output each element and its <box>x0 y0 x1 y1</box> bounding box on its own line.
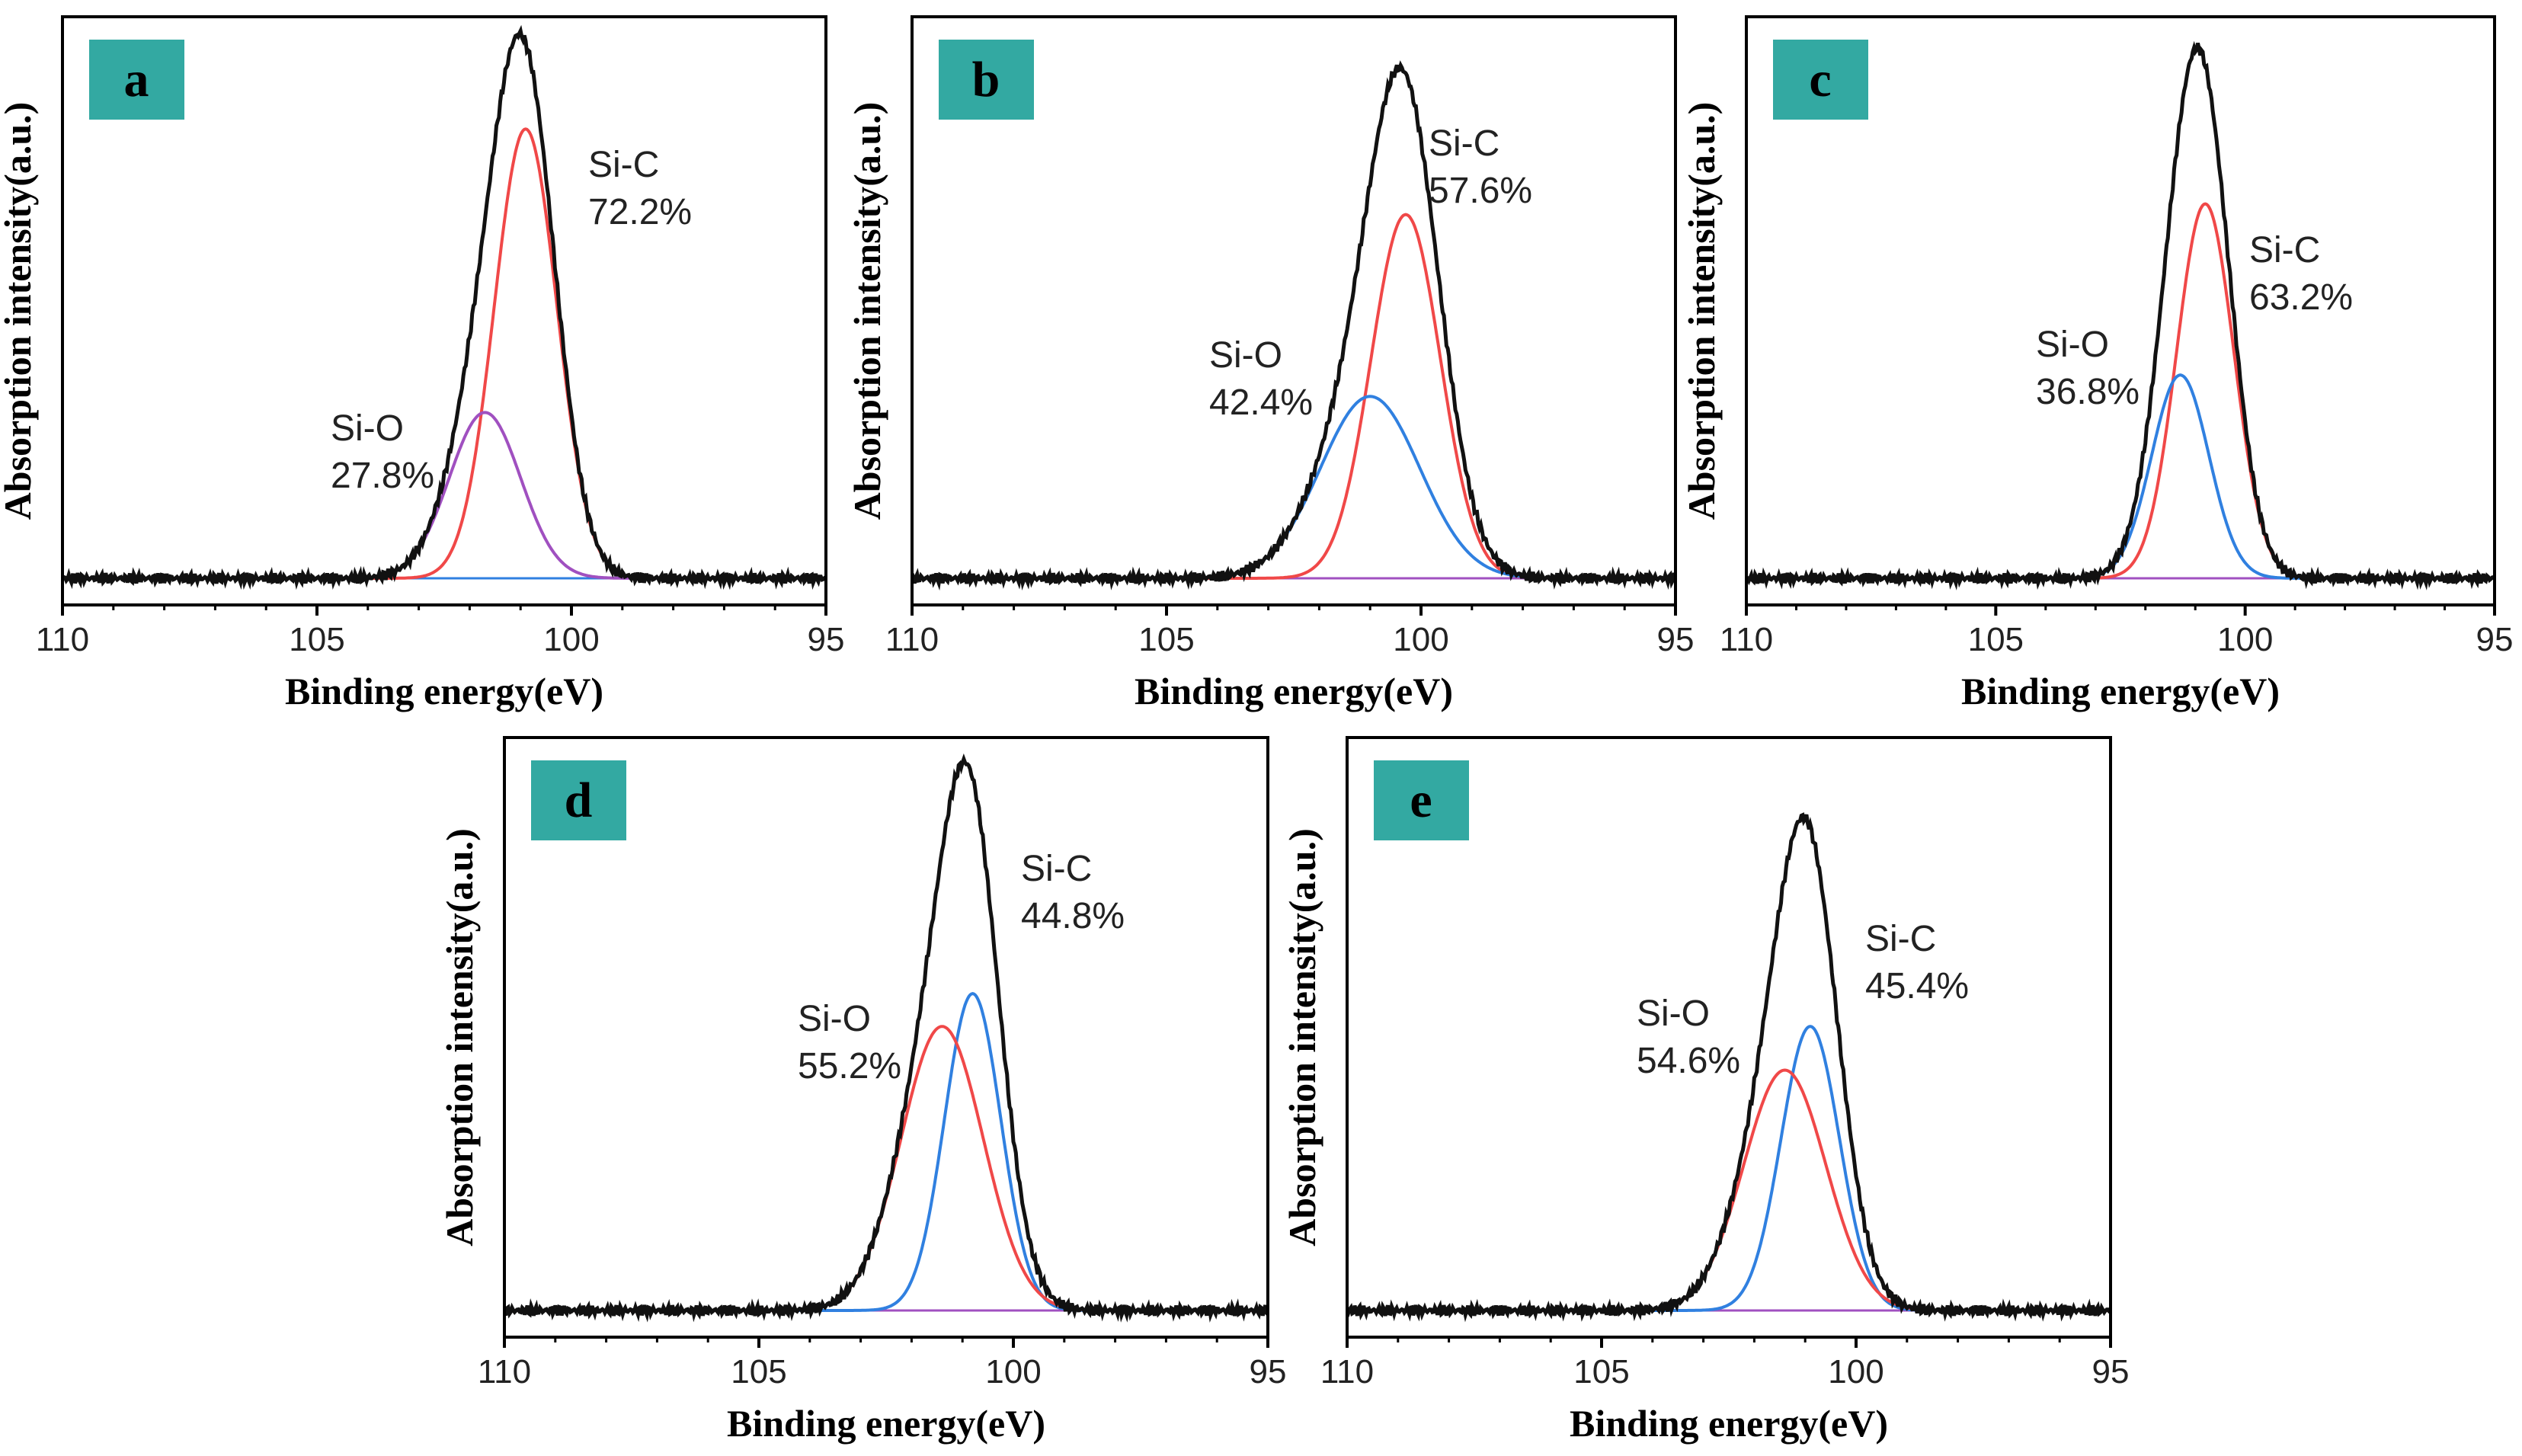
x-tick-label: 110 <box>885 621 939 658</box>
component-curve-si-o <box>64 411 824 580</box>
peak-percent-si-c: 44.8% <box>1021 896 1125 936</box>
peak-label-si-c: Si-C <box>588 145 659 185</box>
x-tick-label: 105 <box>289 621 344 658</box>
peak-percent-si-o: 55.2% <box>798 1046 901 1086</box>
peak-label-si-c: Si-C <box>1429 123 1499 164</box>
panel-a: 110 105 100 95 Binding energy(eV) Absorption … <box>0 15 845 712</box>
x-tick-label: 105 <box>1573 1353 1629 1390</box>
x-tick-label: 95 <box>1657 621 1695 658</box>
x-axis-title: Binding energy(eV) <box>1570 1402 1888 1445</box>
peak-percent-si-c: 57.6% <box>1429 171 1532 211</box>
x-tick-label: 100 <box>1828 1353 1883 1390</box>
peak-percent-si-c: 45.4% <box>1865 966 1969 1006</box>
panel-b: 110 105 100 95 Binding energy(eV) Absorption … <box>846 15 1695 712</box>
peak-percent-si-o: 54.6% <box>1637 1041 1740 1081</box>
panel-badge <box>531 760 626 840</box>
x-tick-label: 95 <box>2092 1353 2130 1390</box>
y-axis-title: Absorption intensity(a.u.) <box>0 102 39 520</box>
curves <box>64 24 824 590</box>
component-curve-si-o <box>914 395 1674 580</box>
x-tick-label: 100 <box>1393 621 1448 658</box>
curves <box>1748 40 2493 590</box>
peak-label-si-o: Si-O <box>331 408 404 449</box>
peak-label-si-c: Si-C <box>1865 919 1936 959</box>
x-tick-label: 100 <box>2217 621 2273 658</box>
peak-label-si-o: Si-O <box>1637 994 1710 1034</box>
x-tick-label: 110 <box>478 1353 531 1390</box>
panel-badge <box>89 40 184 120</box>
peak-percent-si-o: 42.4% <box>1209 382 1313 423</box>
panel-letter: e <box>1410 773 1432 828</box>
component-curve-si-o <box>1349 1068 2109 1312</box>
panel-letter: d <box>565 773 593 828</box>
x-tick-label: 105 <box>1968 621 2024 658</box>
panel-letter: b <box>972 52 1000 107</box>
envelope-curve <box>64 24 824 590</box>
envelope-curve <box>1748 40 2493 590</box>
panel-badge <box>1773 40 1868 120</box>
x-tick-label: 110 <box>1320 1353 1374 1390</box>
peak-percent-si-c: 72.2% <box>588 192 692 232</box>
panel-badge <box>939 40 1034 120</box>
component-curve-si-c <box>506 992 1266 1312</box>
plot-frame <box>1346 736 2112 1339</box>
panel-c: 110 105 100 95 Binding energy(eV) Absorption … <box>1680 15 2514 712</box>
y-axis-title: Absorption intensity(a.u.) <box>846 102 888 520</box>
plot-frame <box>911 15 1677 606</box>
panel-letter: c <box>1809 52 1831 107</box>
panel-letter: a <box>124 52 149 107</box>
panel-d: 110 105 100 95 Binding energy(eV) Absorption … <box>438 736 1287 1445</box>
x-tick-label: 95 <box>1250 1353 1287 1390</box>
peak-label-si-o: Si-O <box>798 999 871 1039</box>
x-tick-label: 105 <box>1138 621 1194 658</box>
x-tick-label: 95 <box>2476 621 2514 658</box>
x-tick-label: 100 <box>985 1353 1041 1390</box>
y-axis-title: Absorption intensity(a.u.) <box>1281 828 1323 1246</box>
peak-percent-si-o: 27.8% <box>331 456 434 496</box>
x-tick-label: 110 <box>36 621 89 658</box>
panel-e: 110 105 100 95 Binding energy(eV) Absorption … <box>1281 736 2130 1445</box>
curves <box>914 60 1674 591</box>
y-axis-title: Absorption intensity(a.u.) <box>1680 102 1723 520</box>
plot-frame <box>503 736 1269 1339</box>
x-tick-label: 100 <box>543 621 599 658</box>
x-axis-title: Binding energy(eV) <box>1961 670 2280 712</box>
peak-label-si-c: Si-C <box>1021 849 1092 889</box>
x-axis-title: Binding energy(eV) <box>285 670 603 712</box>
x-tick-label: 105 <box>731 1353 786 1390</box>
envelope-curve <box>914 60 1674 591</box>
peak-percent-si-o: 36.8% <box>2036 372 2140 412</box>
y-axis-title: Absorption intensity(a.u.) <box>438 828 481 1246</box>
x-tick-label: 110 <box>1720 621 1773 658</box>
envelope-curve <box>1349 812 2109 1323</box>
curves <box>506 753 1266 1323</box>
peak-percent-si-c: 63.2% <box>2249 277 2353 318</box>
panel-badge <box>1374 760 1469 840</box>
plot-frame <box>61 15 827 606</box>
x-tick-label: 95 <box>808 621 845 658</box>
peak-label-si-o: Si-O <box>2036 325 2109 365</box>
x-axis-title: Binding energy(eV) <box>1135 670 1453 712</box>
peak-label-si-o: Si-O <box>1209 335 1282 376</box>
component-curve-si-c <box>64 127 824 580</box>
peak-label-si-c: Si-C <box>2249 230 2320 270</box>
envelope-curve <box>506 753 1266 1323</box>
plot-frame <box>1745 15 2496 606</box>
curves <box>1349 812 2109 1323</box>
x-axis-title: Binding energy(eV) <box>727 1402 1045 1445</box>
